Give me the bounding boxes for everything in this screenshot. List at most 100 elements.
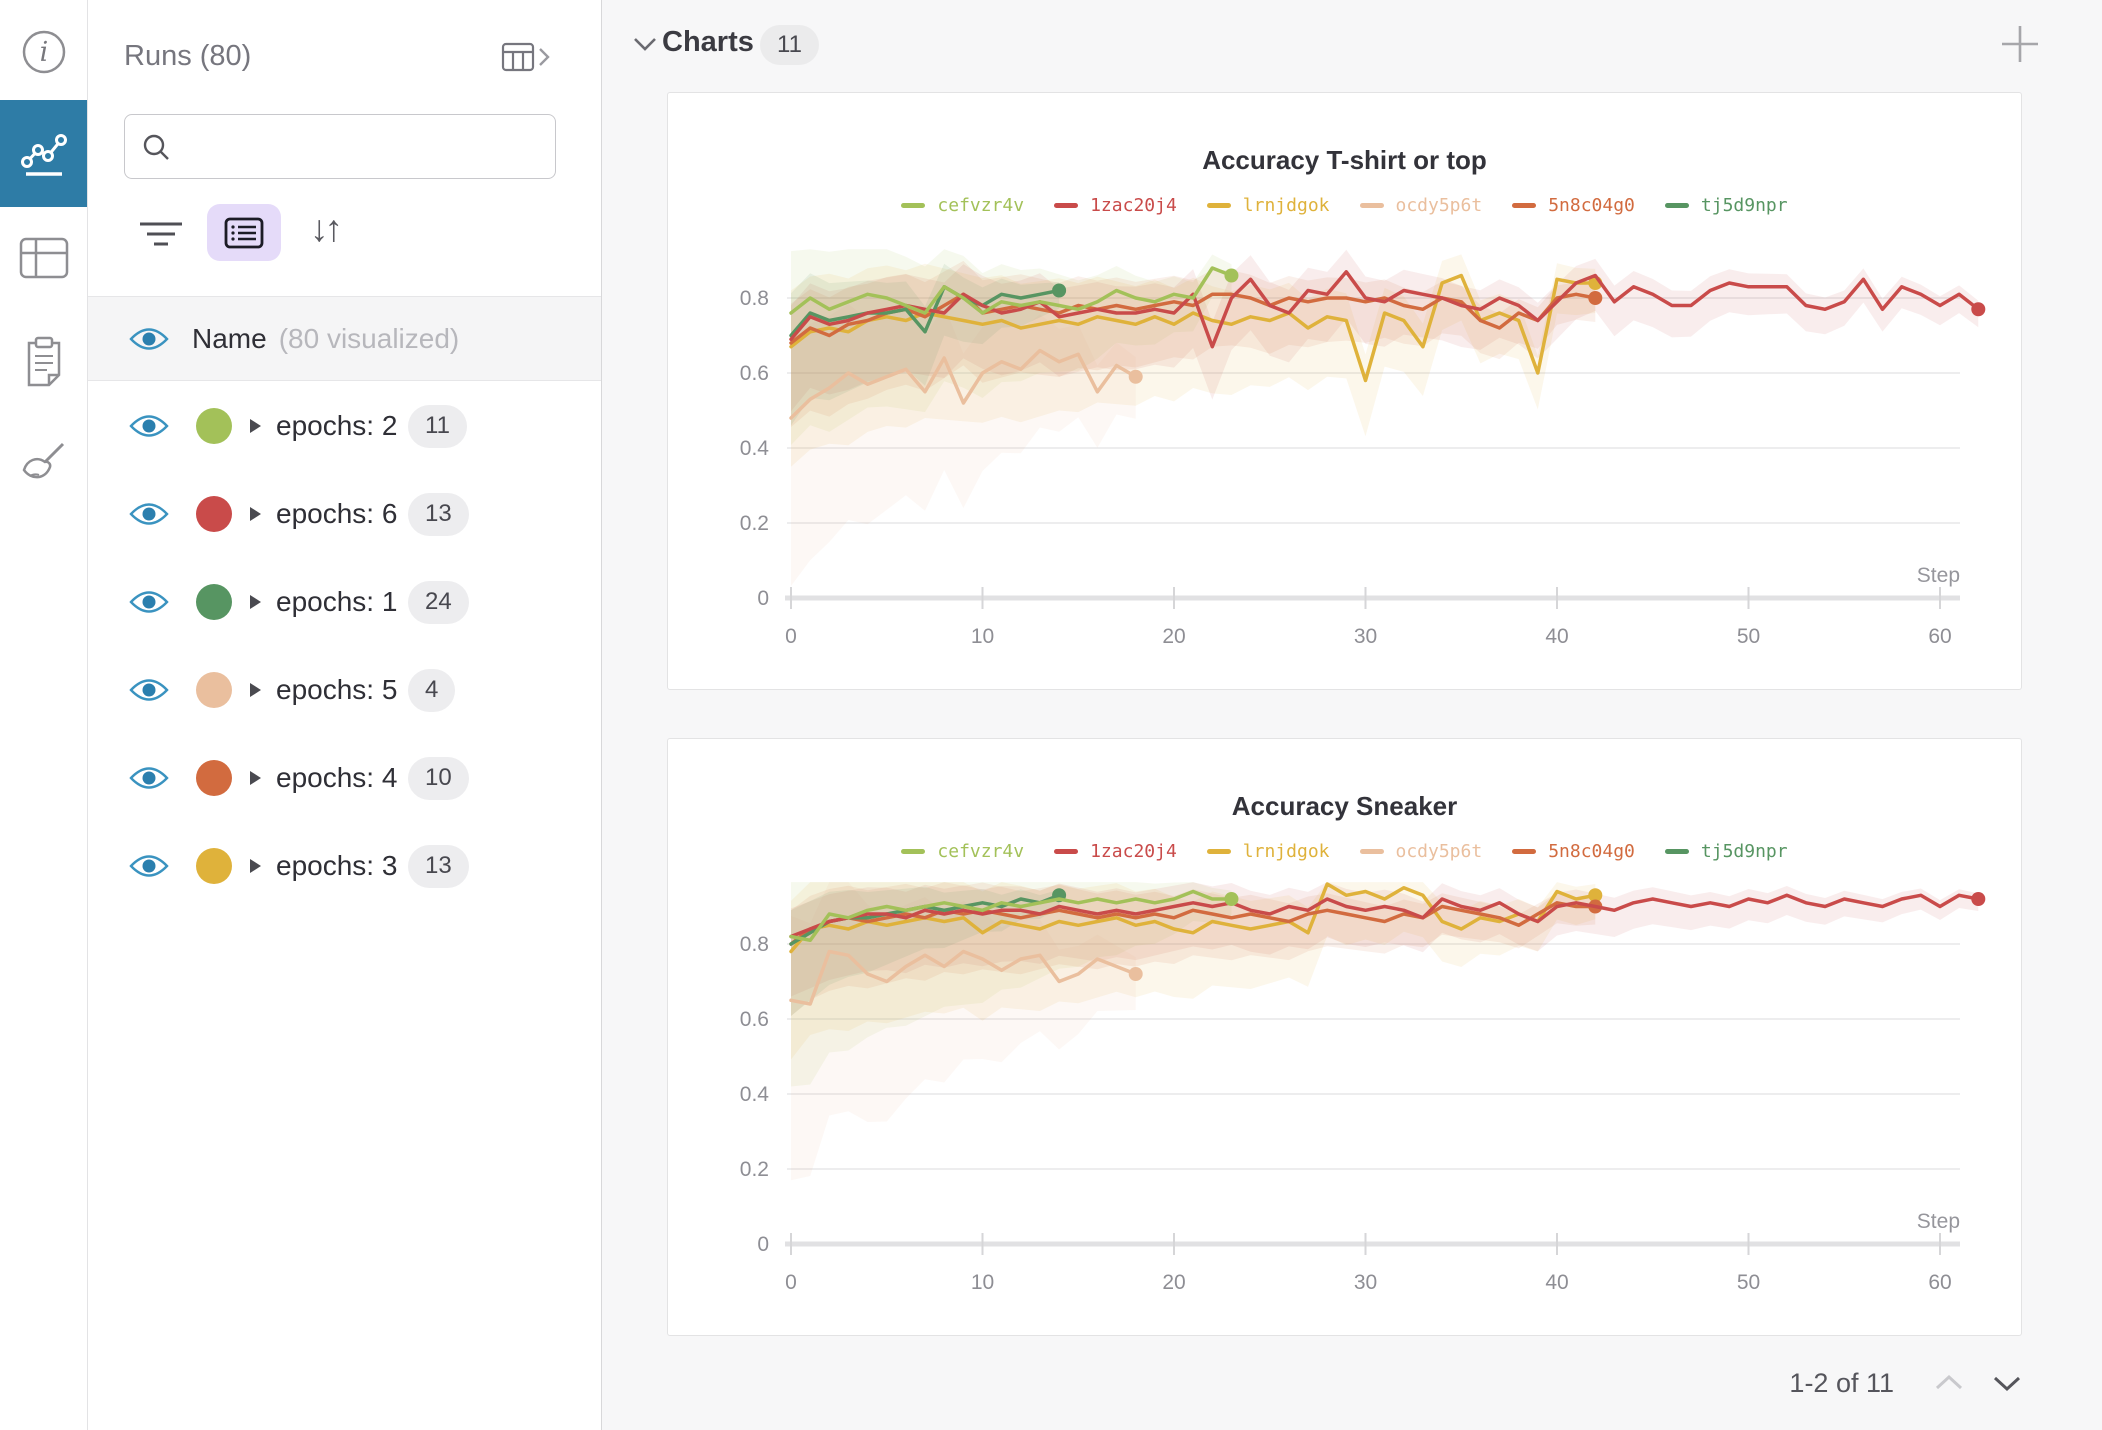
notes-tab-icon[interactable] [0,332,87,392]
eye-icon[interactable] [128,676,170,704]
run-group-count-badge: 11 [408,404,467,448]
legend-label: cefvzr4v [937,195,1025,216]
svg-text:40: 40 [1545,625,1568,648]
info-icon[interactable]: i [0,26,87,78]
caret-right-icon[interactable] [248,857,262,875]
icon-rail: i [0,0,88,1430]
panels-tab-icon[interactable] [0,100,87,207]
page-down-button[interactable] [1990,1373,2024,1393]
runs-toolbar: ↓↑ [88,204,601,266]
run-group-row[interactable]: epochs: 5 4 [88,646,601,734]
run-group-count-badge: 24 [408,580,469,624]
add-panel-plus-icon[interactable] [1998,22,2042,66]
svg-text:0: 0 [785,625,797,648]
x-axis-label: Step [1917,1210,1960,1233]
runs-panel-title: Runs (80) [124,40,252,72]
run-group-label: epochs: 4 [276,762,398,793]
caret-right-icon[interactable] [248,769,262,787]
chevron-right-icon [539,48,550,66]
runs-table-icon [501,42,535,72]
sweeps-tab-icon[interactable] [0,432,87,496]
chevron-down-icon[interactable] [632,36,658,54]
legend-swatch [1359,203,1384,208]
eye-icon[interactable] [128,852,170,880]
run-group-row[interactable]: epochs: 4 10 [88,734,601,822]
svg-text:0: 0 [757,587,769,610]
chart-plot-area[interactable]: 0 10 20 30 40 50 60 0 0.2 0.4 0.6 0.8 Step [668,93,2023,691]
run-group-color-dot [196,496,232,532]
eye-icon[interactable] [128,412,170,440]
legend-label: 5n8c04g0 [1548,841,1635,862]
runs-name-header-row[interactable]: Name (80 visualized) [88,296,601,381]
legend-item[interactable]: tj5d9npr [1664,195,1788,216]
svg-text:20: 20 [1162,625,1185,648]
x-axis-label: Step [1917,564,1960,587]
svg-text:10: 10 [971,625,994,648]
caret-right-icon[interactable] [248,417,262,435]
legend-label: 1zac20j4 [1090,195,1177,216]
legend-swatch [1359,849,1384,854]
eye-icon[interactable] [128,588,170,616]
run-group-color-dot [196,584,232,620]
legend-item[interactable]: lrnjdgok [1206,195,1330,216]
workspace-main: Charts 11 Accuracy T-shirt or top cefvzr4… [602,0,2102,1430]
run-group-row[interactable]: epochs: 1 24 [88,558,601,646]
legend-item[interactable]: tj5d9npr [1664,841,1788,862]
legend-item[interactable]: 1zac20j4 [1054,195,1177,216]
caret-right-icon[interactable] [248,505,262,523]
legend-item[interactable]: 5n8c04g0 [1512,841,1635,862]
search-input[interactable] [183,118,555,175]
run-group-label: epochs: 6 [276,498,398,529]
eye-icon[interactable] [128,764,170,792]
run-group-count-badge: 13 [408,492,469,536]
sort-icon[interactable]: ↓↑ [310,208,343,249]
legend-label: lrnjdgok [1242,841,1330,862]
table-tab-icon[interactable] [0,228,87,288]
chart-panel-1[interactable]: Accuracy T-shirt or top cefvzr4v 1zac20j4 l… [667,92,2022,690]
legend-item[interactable]: lrnjdgok [1206,841,1330,862]
run-group-color-dot [196,848,232,884]
caret-right-icon[interactable] [248,681,262,699]
charts-count-badge: 11 [760,25,819,65]
chevron-up-icon [1935,1374,1963,1390]
legend-label: tj5d9npr [1700,195,1788,216]
run-group-color-dot [196,760,232,796]
chart-panel-2[interactable]: Accuracy Sneaker cefvzr4v 1zac20j4 lrnjdgok… [667,738,2022,1336]
page-up-button[interactable] [1932,1373,1966,1393]
chart-legend: cefvzr4v 1zac20j4 lrnjdgok ocdy5p6t 5n8c04g0… [668,195,2021,216]
run-group-row[interactable]: epochs: 2 11 [88,382,601,470]
legend-item[interactable]: 5n8c04g0 [1512,195,1635,216]
legend-label: lrnjdgok [1242,195,1330,216]
eye-icon[interactable] [128,325,170,353]
run-group-row[interactable]: epochs: 6 13 [88,470,601,558]
svg-text:0.2: 0.2 [740,512,769,535]
svg-text:0.4: 0.4 [740,1083,770,1106]
chart-title: Accuracy T-shirt or top [1202,145,1487,175]
legend-swatch [901,203,926,208]
run-groups-list: epochs: 2 11 epochs: 6 13 epochs: 1 24 epochs:… [88,382,601,910]
legend-swatch [1664,849,1689,854]
runs-panel: Runs (80) [88,0,602,1430]
svg-text:0.6: 0.6 [740,362,769,385]
legend-item[interactable]: 1zac20j4 [1054,841,1177,862]
svg-text:50: 50 [1737,625,1760,648]
open-runs-table-button[interactable] [501,42,551,72]
run-group-label: epochs: 5 [276,674,398,705]
legend-item[interactable]: cefvzr4v [901,841,1024,862]
group-list-view-button[interactable] [207,204,281,261]
run-group-color-dot [196,672,232,708]
legend-item[interactable]: ocdy5p6t [1359,195,1483,216]
eye-icon[interactable] [128,500,170,528]
run-group-row[interactable]: epochs: 3 13 [88,822,601,910]
legend-item[interactable]: cefvzr4v [901,195,1024,216]
run-group-label: epochs: 1 [276,586,398,617]
list-view-icon [224,217,264,248]
chart-plot-area[interactable]: 0 10 20 30 40 50 60 0 0.2 0.4 0.6 0.8 Step [668,739,2023,1337]
legend-label: ocdy5p6t [1395,195,1483,216]
legend-item[interactable]: ocdy5p6t [1359,841,1482,862]
svg-text:60: 60 [1928,1271,1951,1294]
charts-section-title: Charts [662,26,754,58]
filter-icon[interactable] [138,220,184,250]
caret-right-icon[interactable] [248,593,262,611]
